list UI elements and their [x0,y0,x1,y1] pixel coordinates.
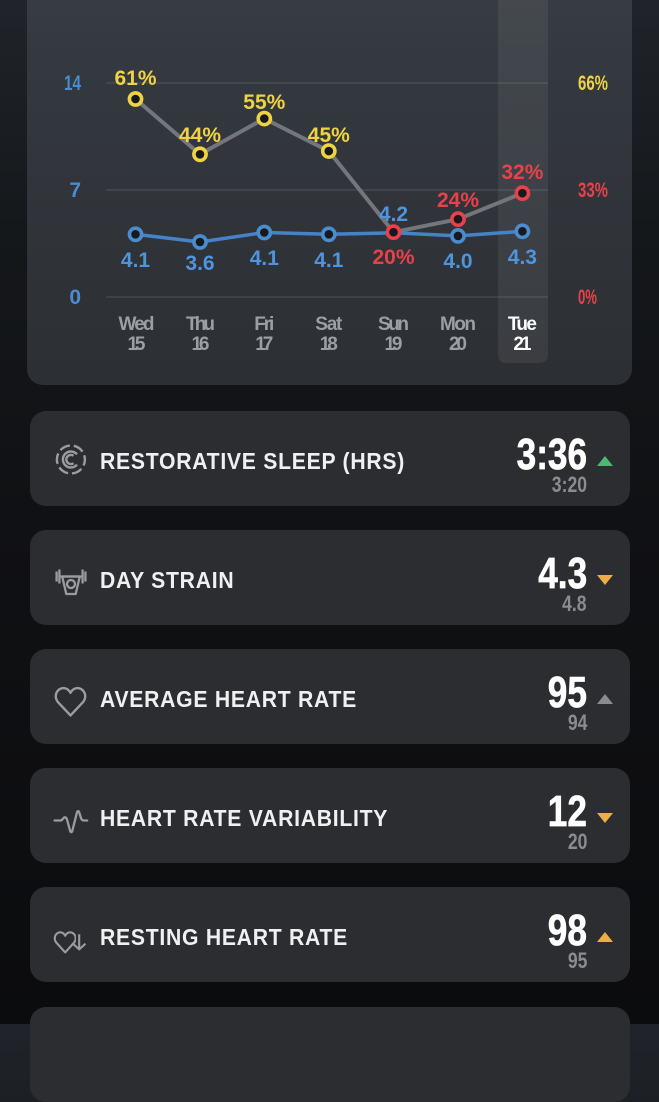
svg-text:18: 18 [320,334,338,355]
svg-text:Fri: Fri [254,314,274,335]
svg-text:32%: 32% [501,161,543,184]
svg-text:33%: 33% [578,179,608,202]
svg-text:4.3: 4.3 [508,246,537,269]
svg-text:Wed: Wed [119,314,155,335]
svg-text:16: 16 [192,334,210,355]
svg-text:44%: 44% [179,124,221,147]
svg-text:Sat: Sat [315,314,343,335]
svg-text:45%: 45% [308,124,350,147]
svg-text:66%: 66% [578,72,608,95]
svg-text:55%: 55% [243,91,285,114]
svg-text:3.6: 3.6 [185,252,214,275]
svg-text:4.2: 4.2 [379,203,408,226]
svg-text:20: 20 [449,334,467,355]
svg-text:61%: 61% [114,67,156,90]
svg-text:17: 17 [255,334,273,355]
svg-text:0%: 0% [578,286,597,309]
svg-text:Sun: Sun [378,314,409,335]
svg-text:14: 14 [64,72,81,95]
svg-text:Tue: Tue [508,314,537,335]
svg-text:Mon: Mon [440,314,476,335]
svg-text:0: 0 [69,286,81,309]
svg-text:19: 19 [385,334,403,355]
svg-text:20%: 20% [372,246,414,269]
svg-text:15: 15 [128,334,146,355]
svg-text:4.1: 4.1 [314,249,344,272]
svg-text:Thu: Thu [186,314,215,335]
svg-text:21: 21 [513,334,531,355]
svg-text:4.1: 4.1 [121,249,151,272]
svg-text:24%: 24% [437,189,479,212]
svg-text:4.0: 4.0 [443,250,472,273]
svg-text:7: 7 [69,179,81,202]
svg-text:4.1: 4.1 [250,247,280,270]
